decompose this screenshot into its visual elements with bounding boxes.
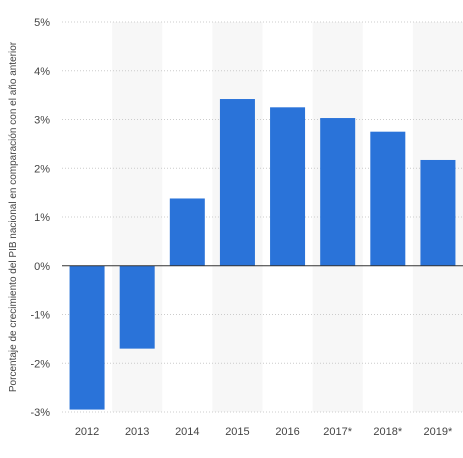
- bars-group: [69, 99, 456, 410]
- bar-2013[interactable]: [119, 265, 155, 349]
- y-tick-label: -2%: [30, 358, 50, 370]
- y-tick-label: 0%: [34, 261, 50, 273]
- y-axis-label: Porcentaje de crecimiento del PIB nacion…: [8, 41, 19, 392]
- bar-2017-est[interactable]: [320, 118, 356, 266]
- bar-2019-est[interactable]: [420, 159, 456, 266]
- y-tick-label: 2%: [34, 163, 50, 175]
- x-tick-label: 2013: [125, 426, 149, 438]
- bar-2015[interactable]: [219, 99, 255, 266]
- x-tick-label: 2016: [275, 426, 299, 438]
- bar-2012[interactable]: [69, 265, 105, 410]
- x-tick-label: 2017*: [323, 426, 352, 438]
- x-tick-label: 2019*: [424, 426, 453, 438]
- y-tick-label: 3%: [34, 115, 50, 127]
- x-tick-label: 2018*: [373, 426, 402, 438]
- y-tick-labels: 5% 4% 3% 2% 1% 0% -1% -2% -3%: [30, 17, 50, 419]
- x-tick-label: 2015: [225, 426, 249, 438]
- y-tick-label: -1%: [30, 310, 50, 322]
- y-tick-label: -3%: [30, 407, 50, 419]
- x-tick-label: 2012: [75, 426, 99, 438]
- x-tick-labels: 2012 2013 2014 2015 2016 2017* 2018* 2019*: [75, 426, 453, 438]
- bar-2016[interactable]: [270, 107, 306, 266]
- bar-2014[interactable]: [169, 198, 205, 266]
- y-tick-label: 5%: [34, 17, 50, 29]
- y-tick-label: 4%: [34, 66, 50, 78]
- bar-2018-est[interactable]: [370, 131, 406, 266]
- y-tick-label: 1%: [34, 212, 50, 224]
- x-tick-label: 2014: [175, 426, 199, 438]
